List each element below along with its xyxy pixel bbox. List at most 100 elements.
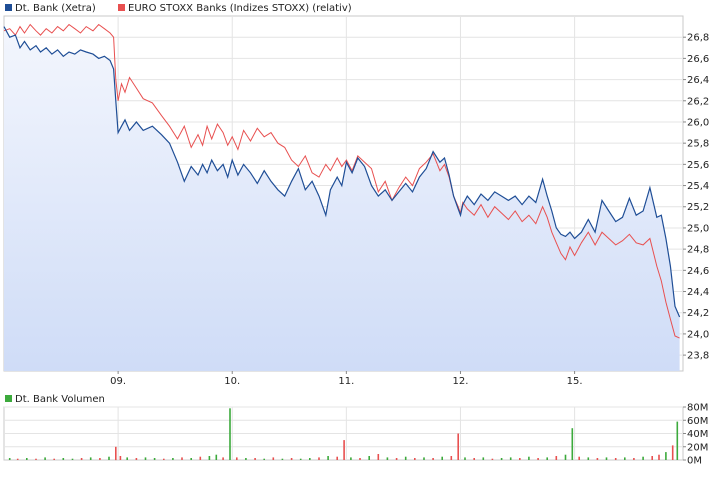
volume-bar xyxy=(115,446,117,461)
volume-bar xyxy=(163,458,165,460)
volume-bar xyxy=(99,458,101,460)
volume-bar xyxy=(350,457,352,460)
volume-bar xyxy=(272,457,275,460)
x-tick-label: 12. xyxy=(453,376,469,387)
volume-bar xyxy=(528,456,530,460)
volume-bar xyxy=(368,456,370,460)
legend-swatch-volume xyxy=(5,395,12,402)
volume-tick-label: 60M xyxy=(687,416,708,427)
dt-bank-area xyxy=(4,26,680,371)
volume-bar xyxy=(464,457,466,460)
volume-bar xyxy=(414,458,416,460)
volume-bar xyxy=(555,456,558,460)
y-tick-label: 24,6 xyxy=(687,266,709,277)
volume-bar xyxy=(135,458,138,460)
y-tick-label: 24,0 xyxy=(687,329,709,340)
volume-bar xyxy=(53,458,55,460)
volume-bar xyxy=(62,458,65,460)
volume-bar xyxy=(281,458,284,460)
legend-swatch-dt-bank xyxy=(5,4,12,11)
volume-bar xyxy=(119,456,122,460)
volume-plot: 0M 20M 40M 60M 80M xyxy=(3,403,708,467)
volume-bar xyxy=(254,458,256,460)
price-legend: Dt. Bank (Xetra) EURO STOXX Banks (Indiz… xyxy=(5,3,352,14)
y-tick-label: 24,8 xyxy=(687,245,709,256)
volume-tick-label: 80M xyxy=(687,403,708,414)
y-tick-label: 25,8 xyxy=(687,139,709,150)
volume-bar xyxy=(359,458,361,460)
volume-bar xyxy=(89,457,92,460)
volume-bar xyxy=(537,458,539,460)
volume-bar xyxy=(318,457,320,460)
volume-bar xyxy=(423,457,425,460)
y-tick-label: 25,4 xyxy=(687,181,709,192)
volume-bar xyxy=(491,458,494,460)
y-tick-label: 26,8 xyxy=(687,33,709,44)
y-tick-label: 26,2 xyxy=(687,96,709,107)
volume-bar xyxy=(571,428,574,460)
volume-bar xyxy=(404,456,407,460)
volume-bar xyxy=(377,454,380,460)
volume-bar xyxy=(500,458,503,460)
price-x-axis: 09. 10. 11. 12. 15. xyxy=(110,371,583,387)
volume-bar xyxy=(108,456,110,460)
volume-y-axis: 0M 20M 40M 60M 80M xyxy=(683,403,708,467)
legend-label-dt-bank: Dt. Bank (Xetra) xyxy=(15,3,96,14)
volume-bar xyxy=(327,456,329,460)
y-tick-label: 24,2 xyxy=(687,308,709,319)
volume-bar xyxy=(35,458,37,460)
volume-legend: Dt. Bank Volumen xyxy=(5,394,105,405)
price-y-axis: 23,8 24,0 24,2 24,4 24,6 24,8 25,0 25,2 25,4 25,6… xyxy=(683,33,709,362)
volume-bar xyxy=(441,456,443,460)
volume-bar xyxy=(229,408,231,460)
volume-bar xyxy=(181,457,183,460)
dt-bank-line xyxy=(3,26,681,318)
volume-bar xyxy=(564,454,567,460)
volume-bar xyxy=(26,458,28,460)
volume-bar xyxy=(596,458,599,460)
volume-bar xyxy=(671,445,674,460)
legend-swatch-euro-stoxx-banks xyxy=(118,4,125,11)
volume-bar xyxy=(546,457,548,460)
volume-bar xyxy=(432,458,434,460)
y-tick-label: 25,0 xyxy=(687,223,709,234)
volume-bars xyxy=(8,408,679,461)
legend-label-volume: Dt. Bank Volumen xyxy=(15,394,105,405)
volume-bar xyxy=(633,458,635,460)
x-tick-label: 09. xyxy=(110,376,126,387)
y-tick-label: 25,6 xyxy=(687,160,709,171)
volume-bar xyxy=(144,457,147,460)
volume-bar xyxy=(614,458,617,460)
volume-bar xyxy=(624,457,626,460)
euro-stoxx-banks-line xyxy=(3,23,680,339)
volume-bar xyxy=(605,457,608,460)
volume-bar xyxy=(309,458,311,460)
volume-bar xyxy=(71,458,74,460)
volume-bar xyxy=(386,457,389,460)
volume-bar xyxy=(126,457,128,460)
volume-tick-label: 0M xyxy=(687,456,702,467)
x-tick-label: 11. xyxy=(338,376,354,387)
volume-bar xyxy=(245,458,247,460)
volume-bar xyxy=(236,457,238,460)
volume-bar xyxy=(80,458,83,460)
volume-bar xyxy=(44,457,46,460)
y-tick-label: 26,0 xyxy=(687,117,709,128)
volume-bar xyxy=(343,440,345,460)
x-tick-label: 10. xyxy=(224,376,240,387)
volume-bar xyxy=(215,454,218,460)
volume-bar xyxy=(208,456,211,460)
volume-bar xyxy=(172,458,174,460)
x-tick-label: 15. xyxy=(567,376,583,387)
volume-bar xyxy=(263,458,265,460)
y-tick-label: 26,4 xyxy=(687,75,709,86)
volume-bar xyxy=(642,456,644,460)
volume-bar xyxy=(473,458,475,460)
volume-tick-label: 40M xyxy=(687,429,708,440)
legend-label-euro-stoxx-banks: EURO STOXX Banks (Indizes STOXX) (relati… xyxy=(128,3,352,14)
volume-bar xyxy=(676,421,679,460)
volume-bar xyxy=(509,457,512,460)
y-tick-label: 26,6 xyxy=(687,54,709,65)
volume-bar xyxy=(482,457,485,460)
